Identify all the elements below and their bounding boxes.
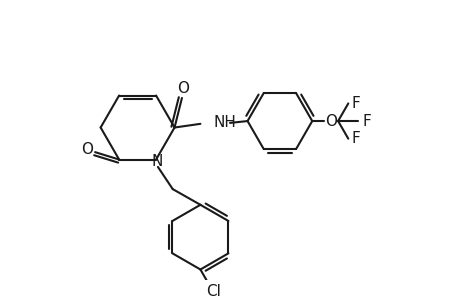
Text: N: N bbox=[151, 154, 162, 169]
Text: O: O bbox=[81, 142, 93, 157]
Text: NH: NH bbox=[213, 116, 236, 130]
Text: Cl: Cl bbox=[206, 284, 220, 299]
Text: O: O bbox=[324, 114, 336, 129]
Text: F: F bbox=[362, 114, 370, 129]
Text: F: F bbox=[351, 96, 359, 111]
Text: F: F bbox=[351, 131, 359, 146]
Text: O: O bbox=[177, 81, 189, 96]
